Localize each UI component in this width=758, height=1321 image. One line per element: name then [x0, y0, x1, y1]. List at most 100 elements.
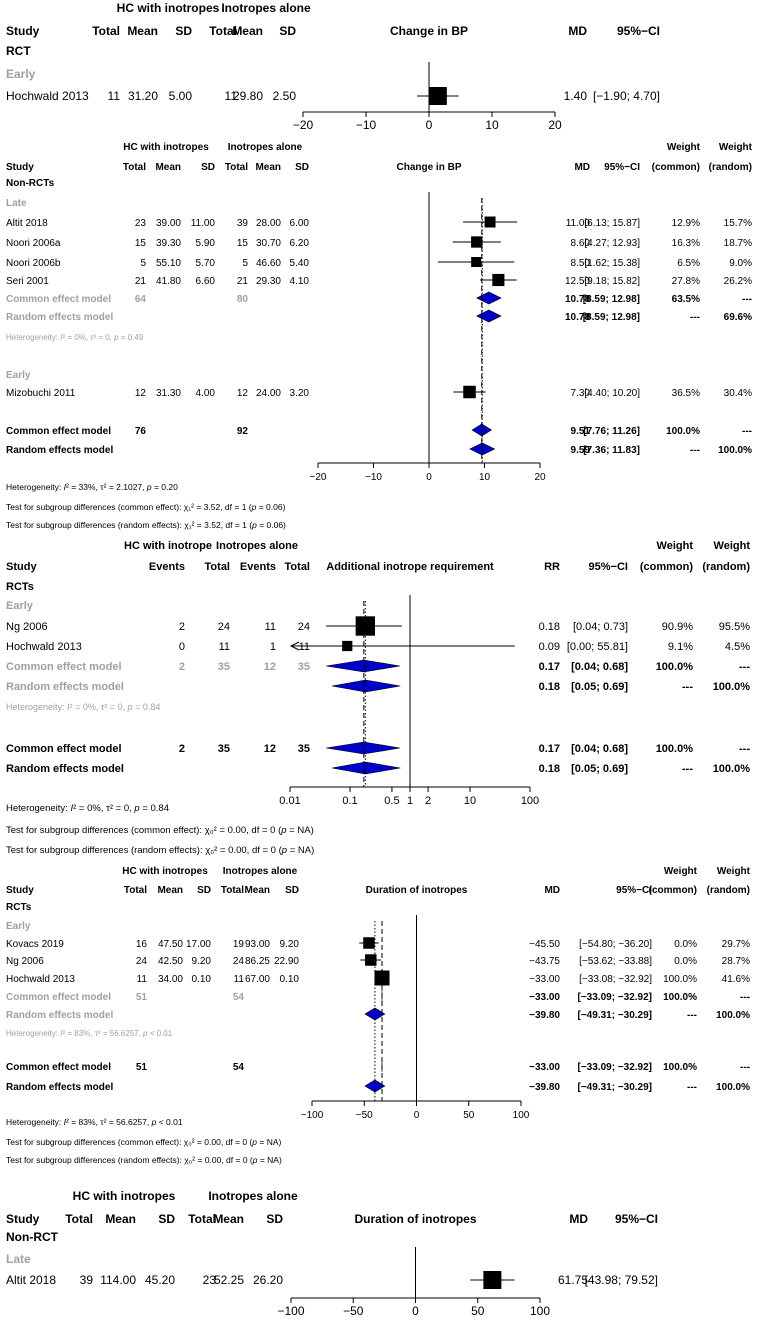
ci-value: [0.04; 0.73]: [573, 621, 628, 633]
effect-value: 9.59: [571, 445, 591, 456]
weight-common-value: 6.5%: [677, 258, 700, 269]
effect-value: −33.00: [529, 992, 560, 1003]
column-header: SD: [285, 885, 299, 896]
weight-random-value: 100.0%: [713, 681, 751, 693]
x-tick-label: 50: [463, 1110, 475, 1121]
study-name: Altit 2018: [6, 218, 48, 229]
study-cell: 93.00: [245, 939, 270, 950]
group-label-control: Inotropes alone: [228, 142, 303, 153]
study-cell: 39.30: [156, 238, 181, 249]
column-header-weight-common: Weight: [667, 142, 701, 153]
column-header: Mean: [155, 162, 181, 173]
column-header: Mean: [255, 162, 281, 173]
x-tick-label: −100: [277, 1304, 304, 1318]
group-label-treatment: HC with inotropes: [117, 1, 220, 15]
ci-value: [7.36; 11.83]: [583, 445, 640, 456]
study-cell: 6.60: [196, 276, 216, 287]
study-name: Seri 2001: [6, 276, 49, 287]
ci-value: [0.05; 0.69]: [571, 681, 628, 693]
footer-line: Heterogeneity: I² = 33%, τ² = 2.1027, p …: [6, 482, 178, 492]
weight-random-value: 26.2%: [724, 276, 752, 287]
effect-value: 9.51: [571, 426, 591, 437]
ci-value: [0.04; 0.68]: [571, 743, 628, 755]
study-name: Ng 2006: [6, 621, 48, 633]
ci-value: [−33.09; −32.92]: [578, 992, 653, 1003]
study-name: Mizobuchi 2011: [6, 388, 76, 399]
x-tick-label: 0: [414, 1110, 420, 1121]
study-cell: 86.25: [245, 956, 270, 967]
weight-random-value: 9.0%: [729, 258, 752, 269]
plot-title: Duration of inotropes: [355, 1212, 477, 1226]
column-header-weight-common: Weight: [664, 866, 698, 877]
effect-value: 10.78: [565, 312, 590, 323]
footer-line: Test for subgroup differences (random ef…: [6, 845, 314, 856]
study-cell: 0.10: [280, 974, 300, 985]
weight-random-value: ---: [740, 992, 750, 1003]
model-label: Random effects model: [6, 763, 124, 775]
model-cell: 35: [218, 743, 230, 755]
weight-sublabel-random: (random): [702, 561, 750, 573]
study-cell: 22.90: [274, 956, 299, 967]
model-cell: 54: [233, 992, 245, 1003]
subgroup-label: Late: [6, 1252, 31, 1266]
group-label-control: Inotropes alone: [223, 866, 298, 877]
column-header: Mean: [244, 885, 270, 896]
study-cell: 29.30: [256, 276, 281, 287]
model-label: Random effects model: [6, 681, 124, 693]
weight-common-value: 12.9%: [672, 218, 700, 229]
pooled-diamond: [326, 659, 400, 673]
study-cell: 9.20: [192, 956, 212, 967]
model-label: Random effects model: [6, 1010, 113, 1021]
x-tick-label: 2: [425, 795, 431, 807]
arrow-icon: [289, 641, 300, 651]
model-cell: 51: [136, 1062, 148, 1073]
effect-value: 10.78: [565, 294, 590, 305]
study-name: Ng 2006: [6, 956, 44, 967]
x-tick-label: 1: [407, 795, 413, 807]
column-header: SD: [158, 1212, 175, 1226]
column-header-weight-common: Weight: [657, 540, 694, 552]
study-name: Hochwald 2013: [6, 89, 89, 103]
footer-line: Test for subgroup differences (common ef…: [6, 1137, 282, 1147]
effect-value: −45.50: [529, 939, 560, 950]
group-label-treatment: HC with inotropes: [73, 1189, 176, 1203]
study-cell: 15: [237, 238, 249, 249]
study-cell: 2.50: [273, 89, 297, 103]
pooled-diamond: [326, 741, 400, 755]
weight-random-value: 18.7%: [724, 238, 752, 249]
weight-common-value: 100.0%: [656, 661, 694, 673]
study-cell: 24: [218, 621, 230, 633]
x-tick-label: −100: [301, 1110, 324, 1121]
subgroup-label: Early: [6, 921, 31, 932]
model-cell: 35: [218, 661, 230, 673]
weight-common-value: 9.1%: [668, 641, 693, 653]
effect-value: 8.60: [571, 238, 591, 249]
column-header: Total: [225, 162, 248, 173]
column-header: SD: [175, 24, 192, 38]
x-tick-label: 10: [479, 472, 491, 483]
study-cell: 1: [270, 641, 276, 653]
study-name: Hochwald 2013: [6, 974, 75, 985]
effect-value: 0.09: [539, 641, 560, 653]
study-cell: 28.00: [256, 218, 281, 229]
subgroup-heterogeneity: Heterogeneity: I² = 83%, τ² = 56.6257, p…: [6, 1029, 173, 1038]
study-square: [471, 236, 483, 248]
model-label: Random effects model: [6, 1082, 113, 1093]
study-cell: 24: [298, 621, 310, 633]
weight-common-value: 27.8%: [672, 276, 700, 287]
weight-common-value: ---: [687, 1082, 697, 1093]
study-cell: 9.20: [280, 939, 300, 950]
weight-random-value: ---: [742, 294, 752, 305]
plot-title: Change in BP: [390, 24, 468, 38]
study-cell: 67.00: [245, 974, 270, 985]
group-label-control: Inotropes alone: [208, 1189, 298, 1203]
study-cell: 24: [136, 956, 148, 967]
study-cell: 3.20: [290, 388, 310, 399]
x-tick-label: −50: [356, 1110, 373, 1121]
group-label-treatment: HC with inotrope: [124, 540, 212, 552]
x-tick-label: 20: [548, 118, 562, 132]
model-label: Common effect model: [6, 426, 111, 437]
x-tick-label: 50: [471, 1304, 485, 1318]
ci-value: [−54.80; −36.20]: [579, 939, 652, 950]
study-cell: 5.90: [196, 238, 216, 249]
